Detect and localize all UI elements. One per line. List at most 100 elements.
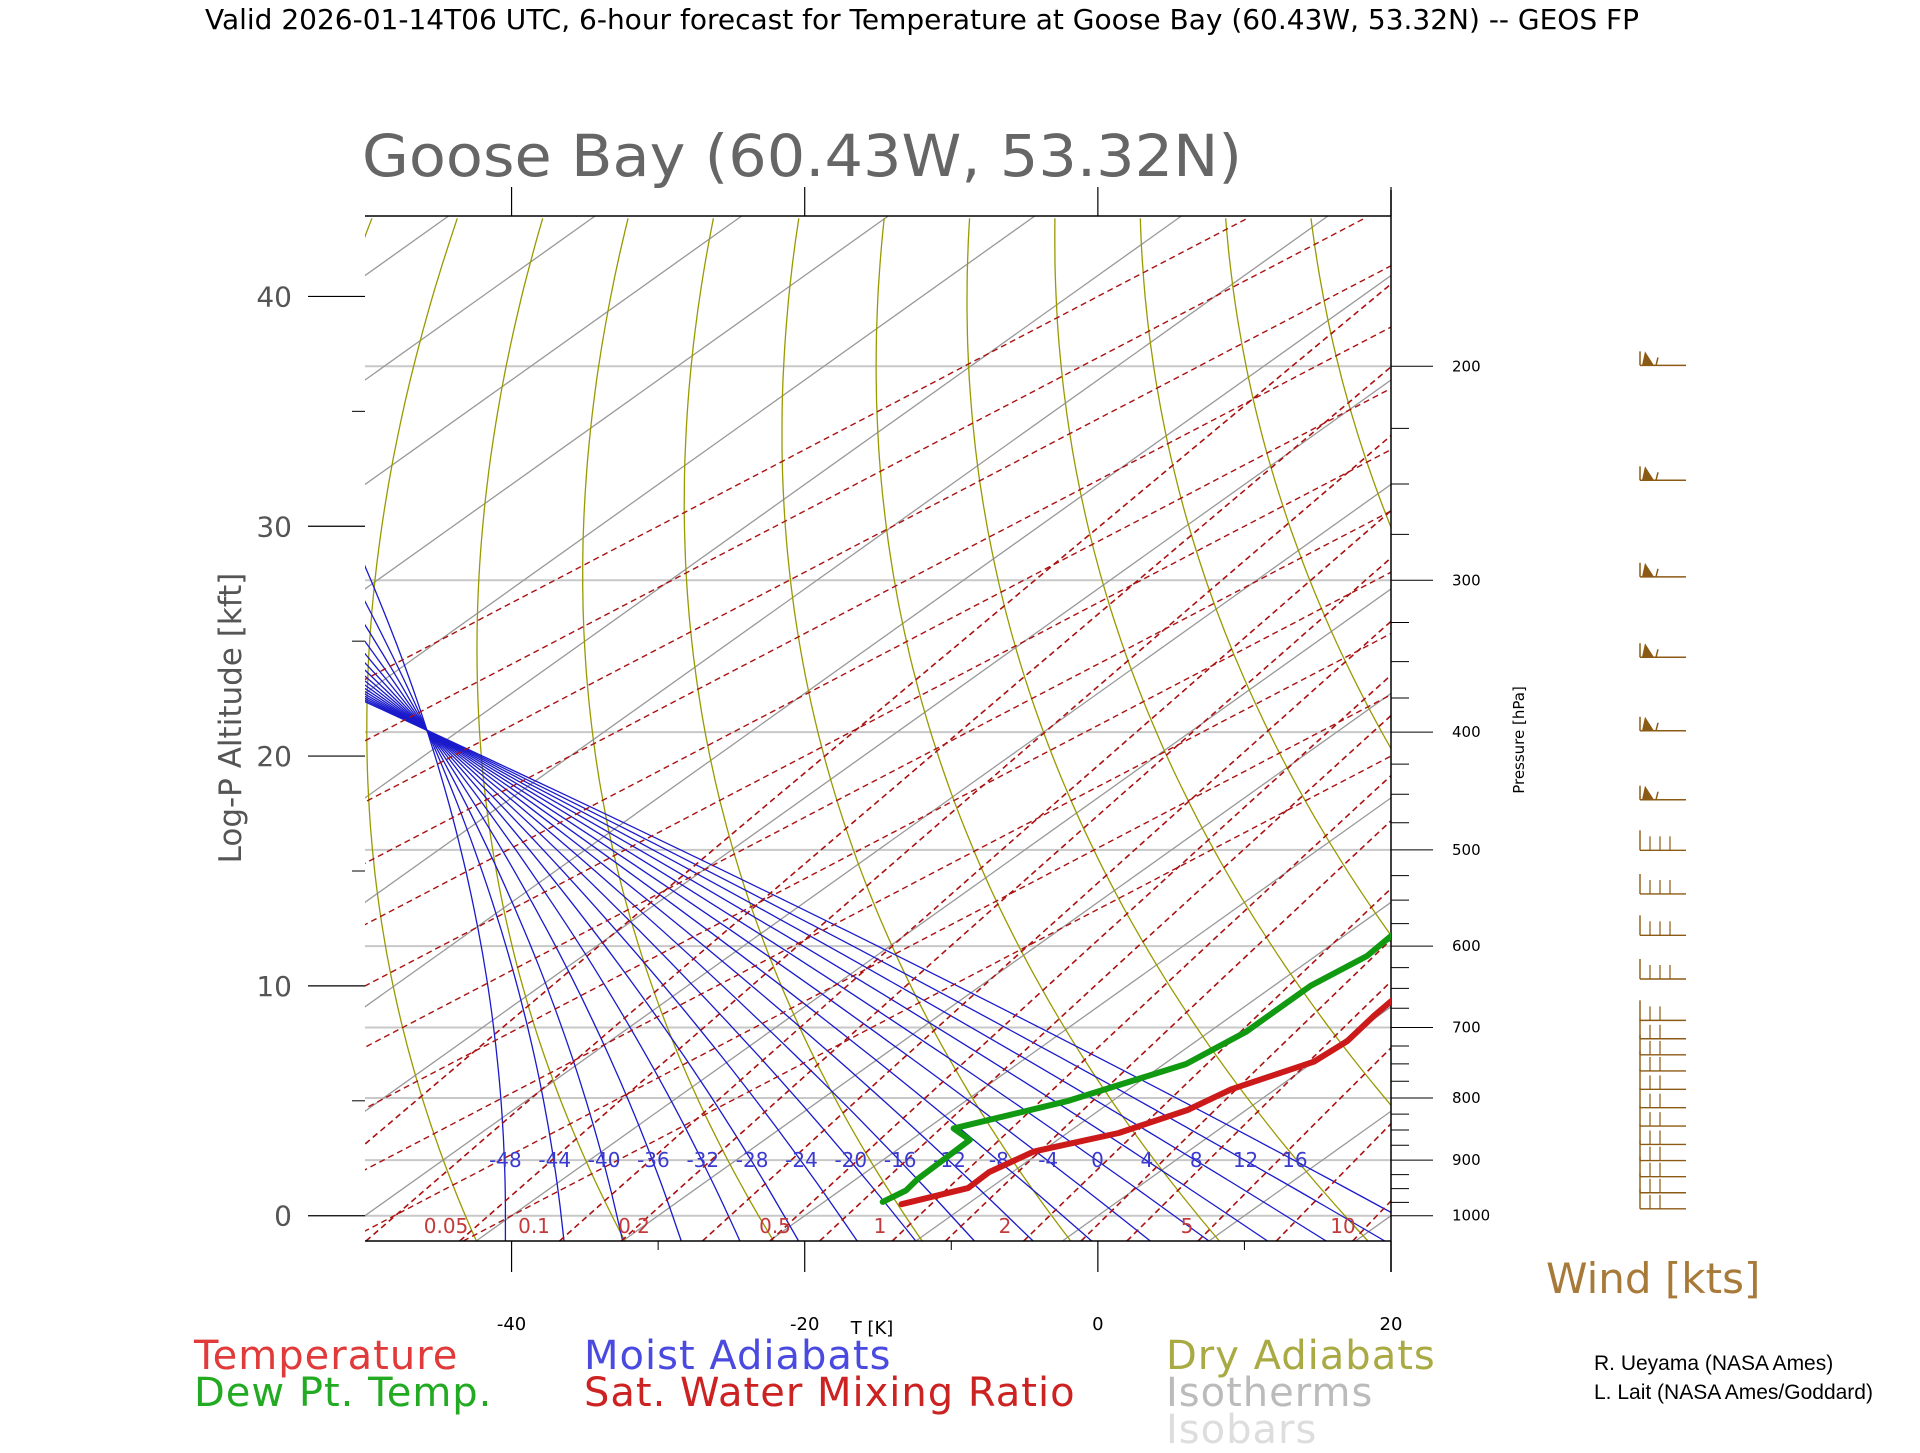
wind-barb-feather: [1656, 357, 1658, 365]
pressure-tick-label: 400: [1452, 723, 1481, 741]
dry-adiabat-line: [1567, 218, 1920, 1241]
wind-barb-feather: [1656, 649, 1658, 657]
isotherm-line: [0, 216, 1035, 1241]
wind-barb: [1640, 1035, 1686, 1055]
mixing-ratio-line: [770, 218, 1905, 1241]
y-axis-label: Log-P Altitude [kft]: [213, 573, 249, 864]
pressure-tick-label: 300: [1452, 571, 1481, 589]
sounding-profiles: [883, 221, 1920, 1205]
isotherm-line: [36, 216, 1474, 1241]
mixing-ratio-line: [703, 218, 1850, 1241]
wind-barbs: [1640, 351, 1686, 1208]
y-tick-label: 40: [256, 280, 292, 313]
mixing-ratio-line: [946, 218, 1920, 1241]
mixing-ratio-line: [0, 218, 1365, 1241]
isotherm-line: [916, 216, 1920, 1241]
mixing-ratio-label: 10: [1330, 1214, 1355, 1238]
moist-adiabat-line: [57, 218, 623, 1241]
moist-adiabat-line: [0, 218, 681, 1241]
dry-adiabat-line: [477, 218, 625, 1241]
moist-adiabat-label: 12: [1233, 1148, 1258, 1172]
mixing-ratio-line: [0, 218, 1834, 1241]
pressure-tick-label: 700: [1452, 1018, 1481, 1036]
wind-barb-pennant: [1642, 786, 1654, 800]
isotherm-line: [769, 216, 1920, 1241]
wind-barb-pennant: [1642, 717, 1654, 731]
wind-barb: [1640, 1124, 1686, 1144]
isotherm-line: [1502, 216, 1920, 1241]
wind-barb: [1640, 1106, 1686, 1126]
mixing-ratio-line: [0, 218, 1920, 1241]
moist-adiabat-label: 8: [1190, 1148, 1203, 1172]
y-tick-label: 10: [256, 970, 292, 1003]
wind-barb: [1640, 1189, 1686, 1209]
dry-adiabat-line: [782, 218, 1071, 1241]
isotherm-line: [183, 216, 1621, 1241]
y-tick-label: 30: [256, 510, 292, 543]
isotherm-line: [0, 216, 302, 1241]
dry-adiabat-line: [1738, 218, 1920, 1241]
moist-adiabat-line: [0, 218, 1150, 1241]
moist-adiabat-label: 4: [1141, 1148, 1154, 1172]
credit-line-1: R. Ueyama (NASA Ames): [1594, 1352, 1833, 1376]
isotherm-line: [1356, 216, 1920, 1241]
dry-adiabat-line: [967, 218, 1368, 1241]
wind-barb-pennant: [1642, 466, 1654, 480]
mixing-ratio-label: 0.5: [759, 1214, 791, 1238]
pressure-tick-label: 200: [1452, 357, 1481, 375]
moist-adiabat-label: -28: [736, 1148, 769, 1172]
moist-adiabat-line: [0, 218, 974, 1241]
y-tick-label: 20: [256, 740, 292, 773]
moist-adiabat-line: [115, 218, 564, 1241]
dry-adiabat-line: [583, 218, 774, 1241]
wind-barb: [1640, 466, 1686, 480]
wind-barb: [1640, 643, 1686, 657]
wind-barb: [1640, 563, 1686, 577]
legend-isobars: Isobars: [1166, 1407, 1317, 1453]
wind-barb-feather: [1656, 792, 1658, 800]
pressure-tick-label: 800: [1452, 1089, 1481, 1107]
isotherm-line: [0, 216, 1181, 1241]
wind-barb-pennant: [1642, 643, 1654, 657]
moist-adiabat-label: -20: [834, 1148, 867, 1172]
mixing-ratio-line: [251, 218, 1471, 1241]
legend-mixing-ratio: Sat. Water Mixing Ratio: [584, 1370, 1076, 1416]
dry-adiabat-line: [252, 218, 372, 1241]
chart-header: Valid 2026-01-14T06 UTC, 6-hour forecast…: [205, 3, 1639, 36]
moist-adiabat-label: -32: [686, 1148, 719, 1172]
pressure-tick-label: 600: [1452, 937, 1481, 955]
moist-adiabat-label: -36: [637, 1148, 670, 1172]
moist-adiabat-label: -44: [538, 1148, 571, 1172]
dry-adiabat-line: [684, 218, 922, 1241]
moist-adiabat-line: [0, 218, 1033, 1241]
mixing-ratio-label: 2: [999, 1214, 1012, 1238]
mixing-ratio-line: [1198, 218, 1920, 1241]
dewpoint-profile: [883, 221, 1920, 1202]
wind-barb: [1640, 717, 1686, 731]
dry-adiabat-line: [1311, 218, 1920, 1241]
credit-line-2: L. Lait (NASA Ames/Goddard): [1594, 1381, 1873, 1405]
isotherm-line: [1209, 216, 1920, 1241]
wind-barb: [1640, 1000, 1686, 1020]
wind-barb-feather: [1656, 569, 1658, 577]
moist-adiabat-line: [0, 218, 916, 1241]
pressure-tick-label: 500: [1452, 841, 1481, 859]
mixing-ratio-line: [1276, 218, 1920, 1241]
moist-adiabat-line: [0, 218, 1209, 1241]
wind-barb: [1640, 1019, 1686, 1039]
mixing-ratio-label: 0.1: [518, 1214, 550, 1238]
moist-adiabat-line: [0, 218, 740, 1241]
pressure-axis-label: Pressure [hPa]: [1510, 686, 1528, 794]
wind-barb: [1640, 786, 1686, 800]
pressure-tick-label: 900: [1452, 1151, 1481, 1169]
temperature-profile: [902, 221, 1920, 1205]
moist-adiabat-line: [0, 218, 857, 1241]
isotherm-line: [0, 216, 742, 1241]
moist-adiabat-label: -16: [884, 1148, 917, 1172]
wind-barb: [1640, 351, 1686, 365]
wind-barb: [1640, 1173, 1686, 1193]
moist-adiabat-label: -40: [588, 1148, 621, 1172]
chart-title: Goose Bay (60.43W, 53.32N): [362, 122, 1242, 190]
